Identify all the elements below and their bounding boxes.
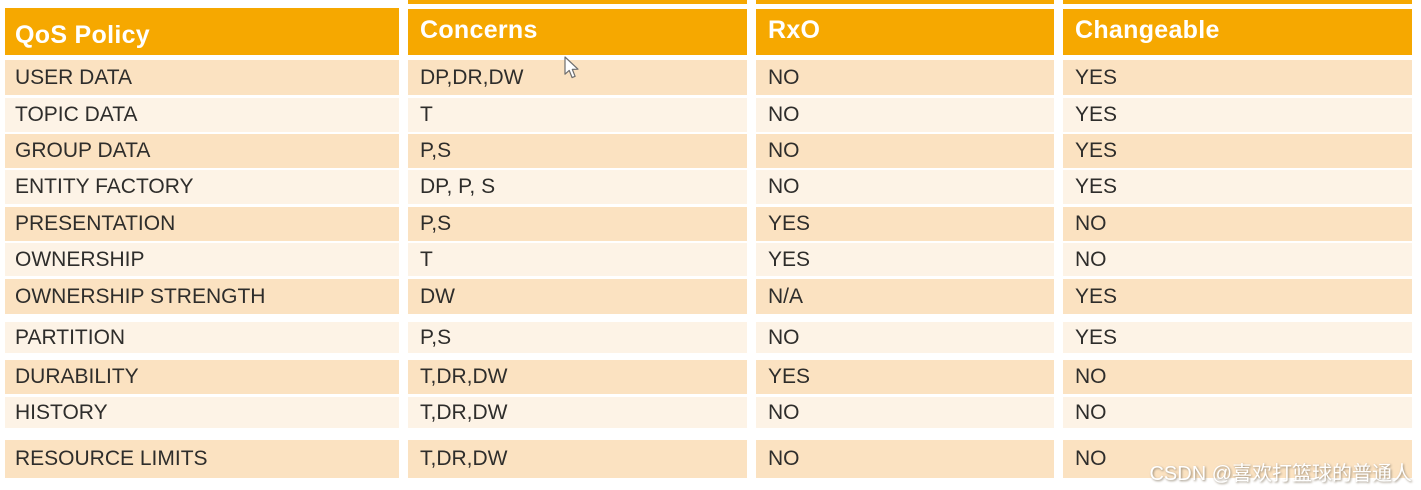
policy-cell: OWNERSHIP <box>5 243 399 276</box>
policy-cell: USER DATA <box>5 60 399 95</box>
changeable-cell: YES <box>1063 60 1412 95</box>
policy-cell: PARTITION <box>5 322 399 353</box>
rxo-cell: NO <box>756 397 1054 428</box>
concerns-cell: T,DR,DW <box>408 360 747 394</box>
table-row: PRESENTATION P,S YES NO <box>5 207 1412 241</box>
table-row: HISTORY T,DR,DW NO NO <box>5 397 1412 428</box>
changeable-cell: NO <box>1063 243 1412 276</box>
rxo-cell: N/A <box>756 279 1054 314</box>
changeable-cell: NO <box>1063 360 1412 394</box>
rxo-cell: NO <box>756 170 1054 204</box>
policy-cell: RESOURCE LIMITS <box>5 440 399 478</box>
policy-cell: HISTORY <box>5 397 399 428</box>
changeable-cell: YES <box>1063 98 1412 132</box>
concerns-cell: T,DR,DW <box>408 397 747 428</box>
header-cell-qos-policy: QoS Policy <box>5 0 399 55</box>
changeable-cell: YES <box>1063 134 1412 168</box>
header-label: Changeable <box>1075 16 1220 44</box>
concerns-cell: P,S <box>408 134 747 168</box>
rxo-cell: NO <box>756 98 1054 132</box>
rxo-cell: YES <box>756 207 1054 241</box>
concerns-cell: T <box>408 98 747 132</box>
changeable-cell: NO <box>1063 397 1412 428</box>
table-row: GROUP DATA P,S NO YES <box>5 134 1412 168</box>
changeable-cell: NO <box>1063 440 1412 478</box>
changeable-cell: YES <box>1063 170 1412 204</box>
policy-cell: GROUP DATA <box>5 134 399 168</box>
concerns-cell: P,S <box>408 322 747 353</box>
concerns-cell: DP,DR,DW <box>408 60 747 95</box>
table-row: OWNERSHIP STRENGTH DW N/A YES <box>5 279 1412 314</box>
policy-cell: ENTITY FACTORY <box>5 170 399 204</box>
header-label: Concerns <box>420 16 538 44</box>
header-cell-changeable: Changeable <box>1063 0 1412 55</box>
changeable-cell: NO <box>1063 207 1412 241</box>
rxo-cell: YES <box>756 360 1054 394</box>
csdn-watermark: CSDN @喜欢打篮球的普通人 <box>1149 463 1412 485</box>
table-body: USER DATA DP,DR,DW NO YES TOPIC DATA T N… <box>5 60 1412 478</box>
table-row: PARTITION P,S NO YES <box>5 322 1412 353</box>
changeable-cell: YES <box>1063 322 1412 353</box>
qos-policy-table: QoS Policy Concerns RxO Changeable USER … <box>5 0 1412 478</box>
table-header-row: QoS Policy Concerns RxO Changeable <box>5 0 1412 55</box>
header-cell-rxo: RxO <box>756 0 1054 55</box>
concerns-cell: P,S <box>408 207 747 241</box>
policy-cell: TOPIC DATA <box>5 98 399 132</box>
concerns-cell: DW <box>408 279 747 314</box>
rxo-cell: YES <box>756 243 1054 276</box>
header-label: RxO <box>768 16 821 44</box>
header-label: QoS Policy <box>15 21 150 49</box>
changeable-cell: YES <box>1063 279 1412 314</box>
policy-cell: PRESENTATION <box>5 207 399 241</box>
concerns-cell: T,DR,DW <box>408 440 747 478</box>
rxo-cell: NO <box>756 134 1054 168</box>
header-cell-concerns: Concerns <box>408 0 747 55</box>
policy-cell: DURABILITY <box>5 360 399 394</box>
policy-cell: OWNERSHIP STRENGTH <box>5 279 399 314</box>
table-row: TOPIC DATA T NO YES <box>5 98 1412 132</box>
rxo-cell: NO <box>756 440 1054 478</box>
table-row: DURABILITY T,DR,DW YES NO <box>5 360 1412 394</box>
table-row: OWNERSHIP T YES NO <box>5 243 1412 276</box>
rxo-cell: NO <box>756 322 1054 353</box>
rxo-cell: NO <box>756 60 1054 95</box>
table-row: ENTITY FACTORY DP, P, S NO YES <box>5 170 1412 204</box>
table-row: RESOURCE LIMITS T,DR,DW NO NO <box>5 440 1412 478</box>
concerns-cell: T <box>408 243 747 276</box>
table-row: USER DATA DP,DR,DW NO YES <box>5 60 1412 95</box>
concerns-cell: DP, P, S <box>408 170 747 204</box>
